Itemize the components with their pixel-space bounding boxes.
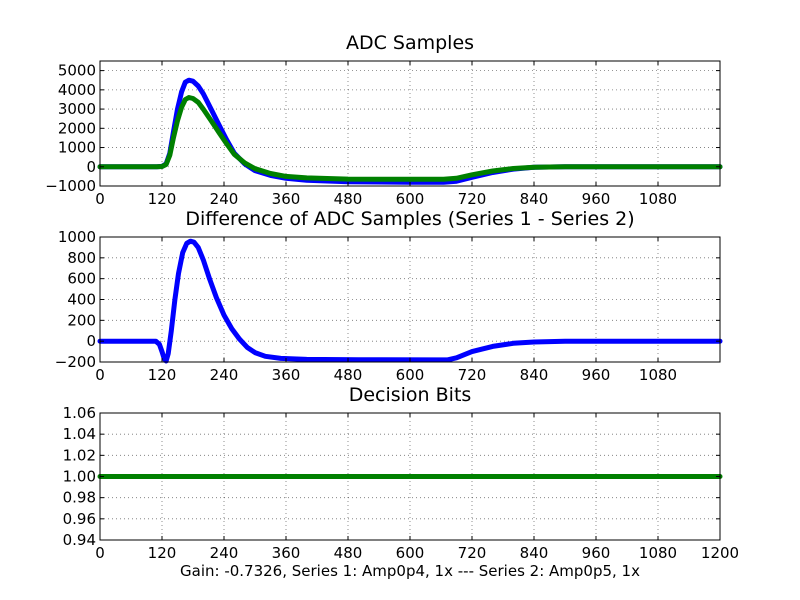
y-tick-label: 1.00 — [63, 468, 96, 486]
x-tick-label: 480 — [334, 366, 363, 384]
adc-samples-panel: 0 120 240 360 480 600 720 840 960 1080−1000010002… — [45, 32, 723, 208]
chart-title: Difference of ADC Samples (Series 1 - Se… — [185, 208, 634, 230]
x-tick-label: 360 — [272, 544, 301, 562]
x-tick-label: 240 — [210, 366, 239, 384]
x-tick-label: 720 — [458, 190, 487, 208]
x-tick-label: 240 — [210, 544, 239, 562]
y-tick-label: −1000 — [45, 177, 96, 195]
x-tick-label: 1080 — [639, 544, 677, 562]
y-tick-label: −200 — [55, 353, 96, 371]
x-tick-label: 480 — [334, 544, 363, 562]
x-tick-label: 1080 — [639, 190, 677, 208]
x-tick-label: 600 — [396, 366, 425, 384]
figure-xlabel: Gain: -0.7326, Series 1: Amp0p4, 1x --- … — [180, 562, 640, 580]
x-tick-label: 0 — [95, 366, 105, 384]
x-tick-label: 720 — [458, 544, 487, 562]
x-tick-label: 840 — [520, 544, 549, 562]
x-tick-label: 120 — [148, 544, 177, 562]
series-line-2 — [97, 95, 723, 182]
y-tick-label: 4000 — [58, 81, 96, 99]
y-tick-label: 3000 — [58, 100, 96, 118]
y-tick-label: 1.06 — [63, 404, 96, 422]
x-tick-label: 120 — [148, 190, 177, 208]
x-tick-label: 240 — [210, 190, 239, 208]
x-tick-label: 360 — [272, 190, 301, 208]
y-tick-label: 0 — [86, 332, 96, 350]
y-tick-label: 1000 — [58, 139, 96, 157]
y-tick-label: 2000 — [58, 119, 96, 137]
chart-title: ADC Samples — [346, 32, 474, 54]
y-tick-label: 1000 — [58, 228, 96, 246]
y-tick-label: 0.96 — [63, 510, 96, 528]
difference-panel: 0 120 240 360 480 600 720 840 960 1080−2000200400… — [55, 208, 723, 384]
x-tick-label: 1200 — [701, 544, 739, 562]
y-tick-label: 800 — [67, 249, 96, 267]
y-tick-label: 1.02 — [63, 446, 96, 464]
y-tick-label: 200 — [67, 311, 96, 329]
x-tick-label: 1080 — [639, 366, 677, 384]
y-tick-label: 1.04 — [63, 425, 96, 443]
x-tick-label: 960 — [582, 190, 611, 208]
x-tick-label: 360 — [272, 366, 301, 384]
decision-bits-panel: 0 120 240 360 480 600 720 840 960 1080 1200 0.94 0.9… — [63, 384, 740, 562]
y-tick-label: 400 — [67, 291, 96, 309]
x-tick-label: 840 — [520, 190, 549, 208]
x-tick-label: 960 — [582, 366, 611, 384]
y-tick-label: 600 — [67, 270, 96, 288]
x-tick-label: 840 — [520, 366, 549, 384]
chart-title: Decision Bits — [349, 384, 472, 406]
y-tick-label: 0 — [86, 158, 96, 176]
x-tick-label: 0 — [95, 544, 105, 562]
y-tick-label: 0.98 — [63, 489, 96, 507]
y-tick-label: 0.94 — [63, 531, 96, 549]
x-tick-label: 600 — [396, 190, 425, 208]
x-tick-label: 480 — [334, 190, 363, 208]
series-line-1 — [97, 238, 723, 364]
y-tick-label: 5000 — [58, 62, 96, 80]
x-tick-label: 960 — [582, 544, 611, 562]
x-tick-label: 0 — [95, 190, 105, 208]
x-tick-label: 600 — [396, 544, 425, 562]
x-tick-label: 720 — [458, 366, 487, 384]
x-tick-label: 120 — [148, 366, 177, 384]
